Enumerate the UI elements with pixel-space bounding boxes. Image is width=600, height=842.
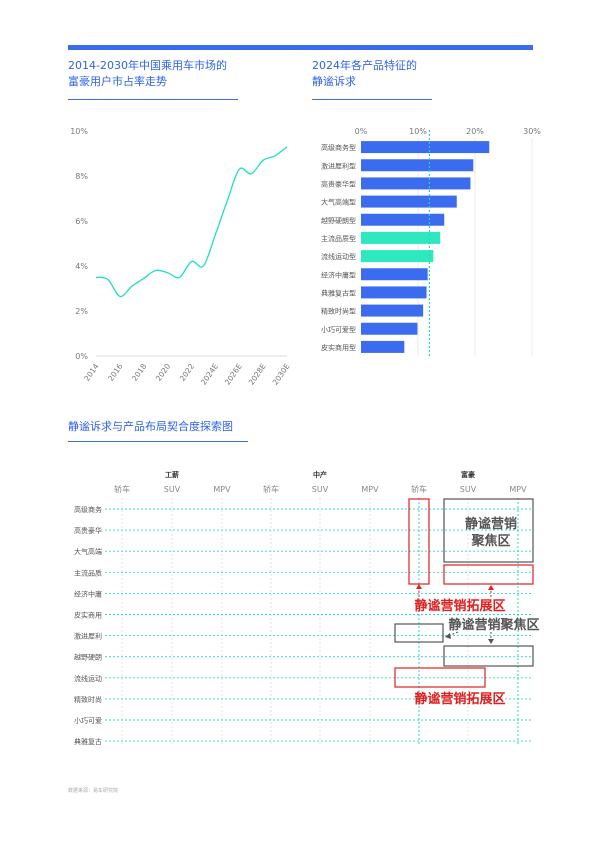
bar [361, 141, 490, 154]
expand-box-sport [394, 667, 486, 688]
y-tick-label: 6% [75, 217, 88, 226]
line-chart-title-line1: 2014-2030年中国乘用车市场的 [68, 59, 227, 72]
category-label: 精致时尚型 [321, 307, 356, 316]
focus-box-offroad [443, 645, 534, 667]
bar [361, 213, 445, 226]
bar-chart: 0% 10% 20% 30% 高级商务型激进犀利型高贵豪华型大气高端型越野硬朗型主流品质… [321, 127, 541, 356]
share-trend-line [95, 146, 288, 298]
bar-chart-title-line2: 静谧诉求 [312, 75, 356, 88]
expand-box-mainstream [443, 564, 534, 585]
row-label: 小巧可爱 [74, 716, 102, 725]
bar-chart-title: 2024年各产品特征的 静谧诉求 [312, 58, 417, 90]
arrow-head [416, 584, 422, 589]
bar [361, 268, 428, 281]
column-label: 轿车 [263, 484, 279, 494]
column-label: 轿车 [114, 484, 130, 494]
y-tick-label: 8% [75, 172, 88, 181]
fit-map-title-underline [68, 441, 248, 442]
x-tick-label: 0% [355, 127, 368, 136]
x-tick-label: 30% [523, 127, 541, 136]
y-tick-label: 4% [75, 262, 88, 271]
column-label: SUV [460, 485, 477, 494]
line-chart-title-underline [68, 99, 238, 100]
bar [361, 286, 427, 299]
column-label: SUV [164, 485, 181, 494]
bar [361, 304, 424, 317]
category-label: 激进犀利型 [321, 161, 356, 170]
y-tick-label: 10% [70, 127, 88, 136]
fit-map-title: 静谧诉求与产品布局契合度探索图 [68, 420, 233, 433]
bar [361, 322, 418, 335]
category-label: 典雅复古型 [321, 288, 356, 297]
group-label: 富豪 [461, 470, 475, 479]
row-label: 激进犀利 [74, 632, 102, 641]
bar [361, 340, 405, 353]
bar-chart-title-line1: 2024年各产品特征的 [312, 59, 417, 72]
category-label: 高贵豪华型 [321, 179, 356, 188]
line-chart: 0%2%4%6%8%10%2014 2016 2018 2020 2022 2024E 20… [70, 127, 292, 387]
source-note: 数据来源：易车研究院 [68, 788, 119, 794]
row-label: 大气高端 [74, 547, 102, 556]
focus-label-mid: 静谧营销聚焦区 [448, 617, 539, 633]
row-label: 高级商务 [74, 505, 102, 514]
column-label: 轿车 [411, 484, 427, 494]
row-label: 典雅复古 [74, 737, 102, 746]
bar [361, 159, 474, 172]
row-label: 高贵豪华 [74, 526, 102, 535]
expand-label-top: 静谧营销拓展区 [414, 598, 505, 614]
focus-box-aggressive [394, 623, 444, 643]
category-label: 皮实商用型 [321, 343, 356, 352]
y-tick-label: 2% [75, 307, 88, 316]
arrow-head [488, 585, 494, 590]
column-label: MPV [213, 485, 231, 494]
row-label: 经济中庸 [74, 589, 102, 598]
category-label: 高级商务型 [321, 143, 356, 152]
column-label: MPV [361, 485, 379, 494]
row-label: 流线运动 [74, 674, 102, 683]
y-tick-label: 0% [75, 352, 88, 361]
bar [361, 250, 434, 263]
category-label: 流线运动型 [321, 252, 356, 261]
category-label: 主流品质型 [321, 234, 356, 243]
column-label: SUV [312, 485, 329, 494]
line-chart-title: 2014-2030年中国乘用车市场的 富豪用户市占率走势 [68, 58, 227, 90]
bar [361, 195, 457, 208]
focus-label-top-line2: 聚焦区 [470, 533, 510, 549]
category-label: 小巧可爱型 [321, 325, 356, 334]
category-label: 越野硬朗型 [321, 216, 356, 225]
row-label: 精致时尚 [74, 695, 102, 704]
focus-box-top [443, 498, 534, 563]
row-label: 皮实商用 [74, 611, 102, 620]
bar [361, 177, 471, 190]
column-label: MPV [509, 485, 527, 494]
arrow-head [488, 639, 494, 644]
group-label: 中产 [313, 470, 327, 479]
bar [361, 231, 441, 244]
x-tick-label: 20% [466, 127, 484, 136]
line-chart-title-line2: 富豪用户市占率走势 [68, 75, 167, 88]
focus-label-top-line1: 静谧营销 [465, 516, 517, 532]
top-accent-bar [68, 45, 533, 50]
row-label: 主流品质 [74, 568, 102, 577]
category-label: 经济中庸型 [321, 270, 356, 279]
category-label: 大气高端型 [321, 198, 356, 207]
group-label: 工薪 [165, 470, 179, 479]
bar-chart-title-underline [312, 99, 432, 100]
arrow-head [445, 633, 451, 639]
row-label: 越野硬朗 [74, 653, 102, 662]
x-tick-label: 10% [409, 127, 427, 136]
expand-label-bottom: 静谧营销拓展区 [414, 691, 505, 707]
